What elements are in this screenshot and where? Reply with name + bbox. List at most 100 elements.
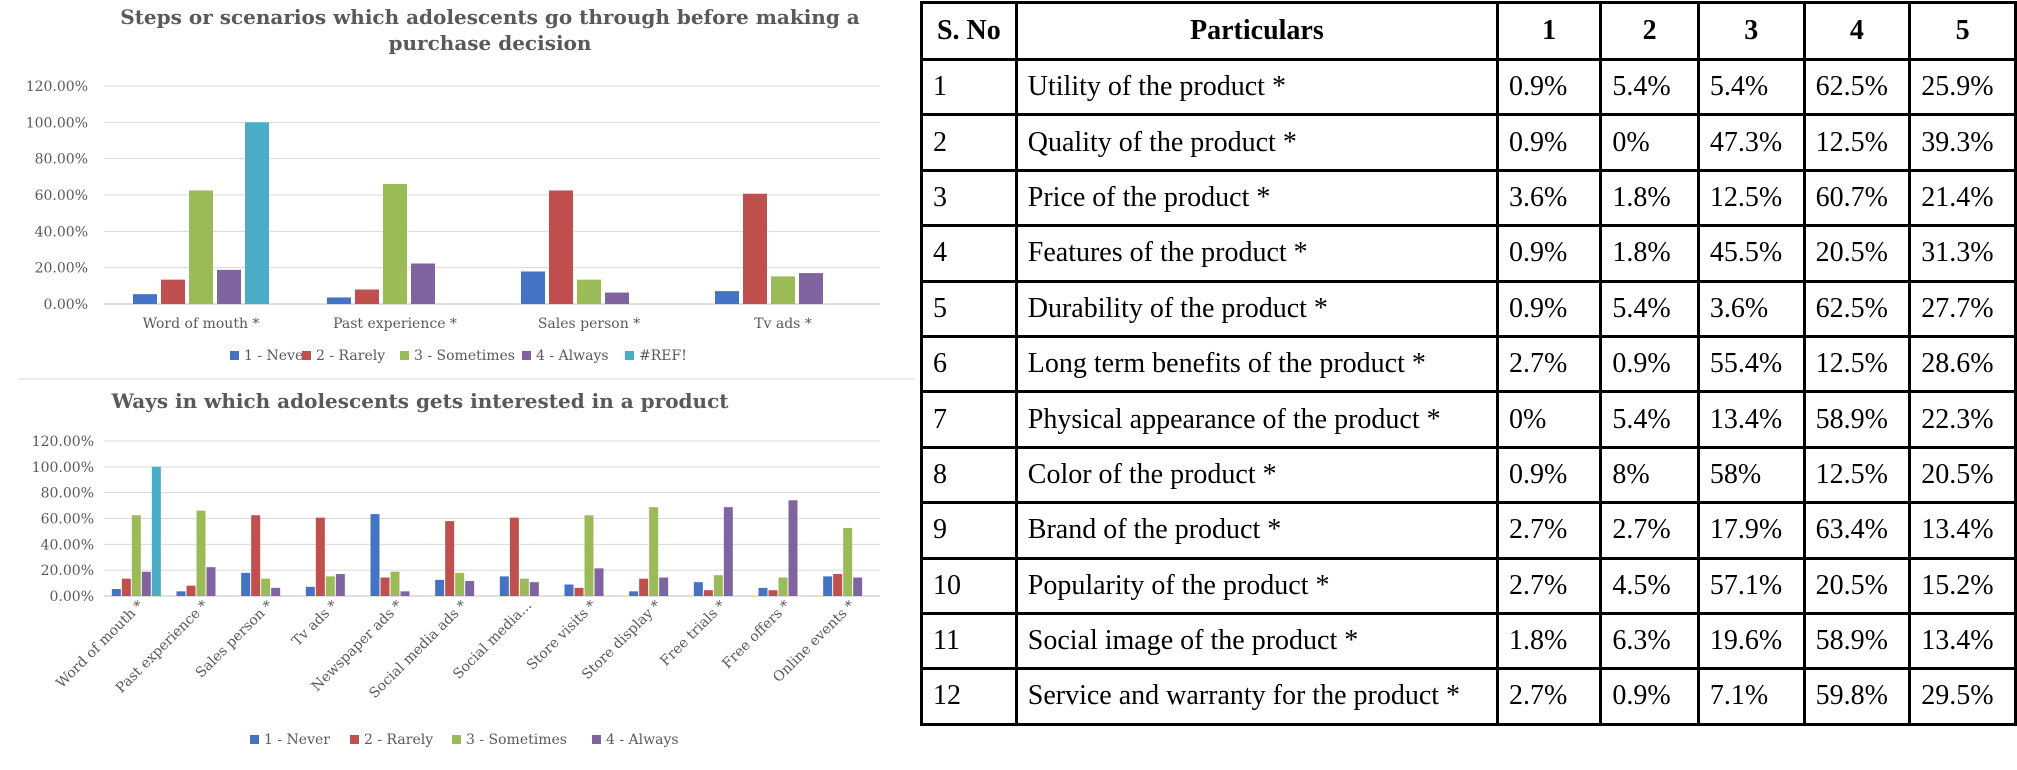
particular-cell: Long term benefits of the product * (1014, 334, 1500, 394)
bar-4-always (723, 507, 733, 596)
bar-3-sometimes (261, 578, 271, 596)
percent-cell: 22.3% (1908, 390, 2017, 449)
bar-3-sometimes (577, 279, 601, 304)
legend-label: 1 - Never (244, 348, 310, 364)
percent-cell: 47.3% (1696, 113, 1806, 172)
row-number-cell: 5 (920, 279, 1018, 338)
legend-label: 3 - Sometimes (466, 732, 567, 748)
percent-cell: 58.9% (1802, 611, 1912, 671)
bar-1-never (176, 591, 186, 596)
legend-swatch (302, 351, 311, 360)
bar-2-rarely (703, 590, 713, 596)
percent-cell: 13.4% (1696, 390, 1806, 449)
table-panel: S. No Particulars 1 2 3 4 5 1 Utility of … (919, 0, 2017, 770)
y-tick-label: 40.00% (41, 537, 94, 553)
table-row: 4 Features of the product * 0.9% 1.8% 45.5% 2… (920, 224, 2017, 283)
percent-cell: 58% (1696, 445, 1806, 505)
bar-2-rarely (549, 190, 573, 304)
percent-cell: 39.3% (1908, 113, 2017, 172)
bar-4-always (788, 500, 798, 596)
legend-label: 4 - Always (606, 732, 679, 748)
percent-cell: 2.7% (1495, 334, 1603, 394)
bar-3-sometimes (778, 577, 788, 596)
row-number-cell: 4 (920, 224, 1018, 283)
percent-cell: 7.1% (1696, 667, 1806, 726)
bar-1-never (241, 572, 251, 596)
particular-cell: Utility of the product * (1014, 57, 1500, 117)
y-tick-label: 80.00% (35, 152, 88, 168)
bar-2-rarely (639, 578, 649, 596)
percent-cell: 0% (1495, 390, 1603, 449)
bar-1-never (564, 584, 574, 596)
bar-3-sometimes (713, 575, 723, 596)
percent-cell: 8% (1599, 445, 1700, 505)
bar-4-always (853, 577, 863, 596)
table-row: 9 Brand of the product * 2.7% 2.7% 17.9% 63.4… (920, 501, 2017, 560)
row-number-cell: 3 (920, 168, 1018, 228)
chart-title: Ways in which adolescents gets intereste… (111, 389, 730, 413)
percent-cell: 3.6% (1696, 279, 1806, 338)
bar-1-never (823, 576, 833, 596)
row-number-cell: 12 (920, 667, 1018, 726)
bar-1-never (499, 576, 509, 596)
bar-3-sometimes (325, 576, 335, 596)
bar-3-sometimes (771, 276, 795, 304)
percent-cell: 0.9% (1495, 224, 1603, 283)
bar-3-sometimes (843, 527, 853, 596)
x-category-label: Sales person * (538, 316, 640, 332)
percent-cell: 0% (1599, 113, 1700, 172)
header-1: 1 (1495, 1, 1603, 61)
percent-cell: 5.4% (1599, 390, 1700, 449)
percent-cell: 55.4% (1696, 334, 1806, 394)
header-5: 5 (1908, 1, 2017, 61)
bar-2-rarely (574, 587, 584, 596)
table-body: 1 Utility of the product * 0.9% 5.4% 5.4% 62.… (920, 57, 2017, 726)
x-category-label: Word of mouth * (143, 316, 260, 332)
legend-label: 3 - Sometimes (414, 348, 515, 364)
percent-cell: 0.9% (1495, 445, 1603, 505)
row-number-cell: 8 (920, 445, 1018, 505)
bar-4-always (400, 591, 410, 596)
bar-3-sometimes (649, 507, 659, 596)
percent-cell: 25.9% (1908, 57, 2017, 117)
bar-2-rarely (743, 193, 767, 304)
legend-label: 1 - Never (264, 732, 330, 748)
bar-1-never (758, 587, 768, 596)
particular-cell: Price of the product * (1014, 168, 1500, 228)
y-tick-label: 100.00% (32, 460, 94, 476)
percent-cell: 17.9% (1696, 501, 1806, 560)
percent-cell: 0.9% (1599, 667, 1700, 726)
bar-4-always (411, 263, 435, 304)
percent-cell: 60.7% (1802, 168, 1912, 228)
row-number-cell: 10 (920, 556, 1018, 615)
bar-4-always (799, 273, 823, 304)
bar-2-rarely (186, 585, 196, 596)
percent-cell: 20.5% (1802, 224, 1912, 283)
chart-title: Steps or scenarios which adolescents go … (120, 5, 860, 29)
header-particulars: Particulars (1014, 1, 1500, 61)
legend-label: 2 - Rarely (316, 348, 385, 364)
table-row: 3 Price of the product * 3.6% 1.8% 12.5% 60.7… (920, 168, 2017, 228)
percent-cell: 59.8% (1802, 667, 1912, 726)
percent-cell: 28.6% (1908, 334, 2017, 394)
table-header-row: S. No Particulars 1 2 3 4 5 (920, 1, 2017, 61)
bar-2-rarely (768, 590, 778, 596)
legend-swatch (350, 735, 359, 744)
bar-4-always (529, 582, 539, 596)
percent-cell: 5.4% (1696, 57, 1806, 117)
bar-2-rarely (445, 521, 455, 596)
charts-canvas: Steps or scenarios which adolescents go … (18, 5, 915, 748)
percent-cell: 13.4% (1908, 501, 2017, 560)
percent-cell: 19.6% (1696, 611, 1806, 671)
percent-cell: 3.6% (1495, 168, 1603, 228)
percent-cell: 20.5% (1908, 445, 2017, 505)
row-number-cell: 6 (920, 334, 1018, 394)
bar-2-rarely (161, 279, 185, 304)
table-row: 12 Service and warranty for the product *… (920, 667, 2017, 726)
bar-4-always (594, 568, 604, 596)
bar-4-always (605, 292, 629, 304)
header-4: 4 (1802, 1, 1912, 61)
row-number-cell: 11 (920, 611, 1018, 671)
table-row: 8 Color of the product * 0.9% 8% 58% 12.5% 20.… (920, 445, 2017, 505)
legend-label: #REF! (639, 348, 687, 364)
